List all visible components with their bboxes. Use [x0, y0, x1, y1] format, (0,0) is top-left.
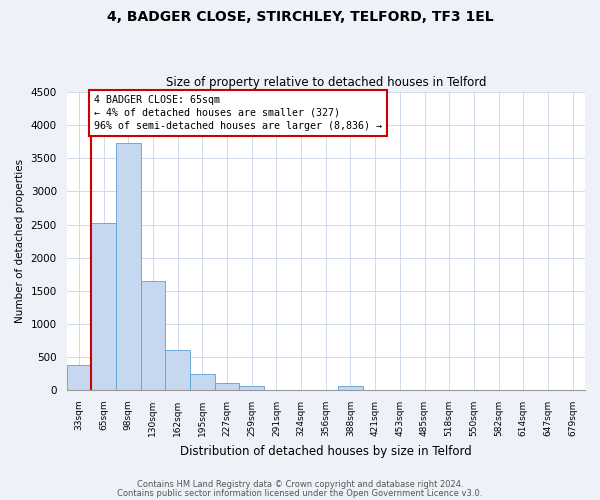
Bar: [239, 386, 264, 390]
Text: Contains public sector information licensed under the Open Government Licence v3: Contains public sector information licen…: [118, 488, 482, 498]
Text: 4 BADGER CLOSE: 65sqm
← 4% of detached houses are smaller (327)
96% of semi-deta: 4 BADGER CLOSE: 65sqm ← 4% of detached h…: [94, 94, 382, 131]
Y-axis label: Number of detached properties: Number of detached properties: [15, 159, 25, 323]
Bar: [165, 350, 190, 390]
X-axis label: Distribution of detached houses by size in Telford: Distribution of detached houses by size …: [180, 444, 472, 458]
Title: Size of property relative to detached houses in Telford: Size of property relative to detached ho…: [166, 76, 486, 90]
Text: 4, BADGER CLOSE, STIRCHLEY, TELFORD, TF3 1EL: 4, BADGER CLOSE, STIRCHLEY, TELFORD, TF3…: [107, 10, 493, 24]
Text: Contains HM Land Registry data © Crown copyright and database right 2024.: Contains HM Land Registry data © Crown c…: [137, 480, 463, 489]
Bar: [91, 223, 116, 390]
Bar: [140, 282, 165, 390]
Bar: [116, 143, 140, 390]
Bar: [215, 384, 239, 390]
Bar: [190, 374, 215, 390]
Bar: [67, 365, 91, 390]
Bar: [338, 386, 363, 390]
